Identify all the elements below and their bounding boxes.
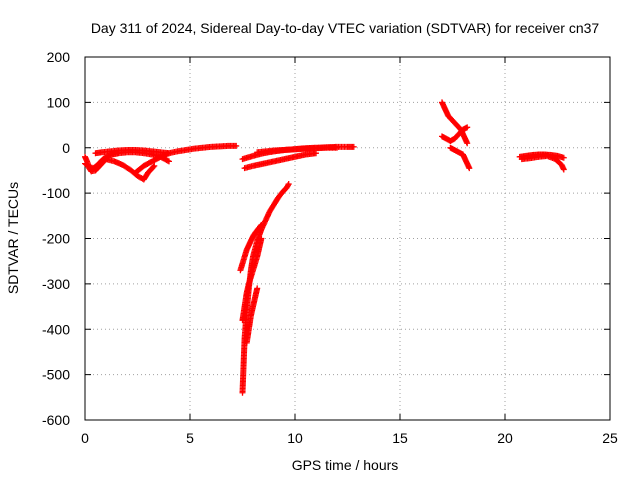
y-tick-label: -200 [42,231,70,247]
y-tick-label: -100 [42,185,70,201]
y-tick-label: 0 [62,140,70,156]
grid [85,57,610,420]
x-tick-label: 20 [497,430,513,446]
data-point [560,154,567,161]
y-tick-label: -500 [42,367,70,383]
data-point [258,221,265,228]
data-point [150,163,157,170]
series-arc-dip-4 [243,285,261,346]
y-tick-label: -400 [42,321,70,337]
series-arc-late-2 [518,152,567,173]
series-arc-17h-c [447,144,473,172]
data-point [285,181,292,188]
y-tick-label: 100 [47,94,71,110]
x-axis-label: GPS time / hours [292,457,399,473]
data-point [285,182,291,189]
data-points [82,99,567,396]
chart-title: Day 311 of 2024, Sidereal Day-to-day VTE… [91,20,600,36]
series-arc-dip-3 [237,221,265,274]
y-axis-label: SDTVAR / TECUs [5,182,21,294]
x-tick-label: 5 [186,430,194,446]
series-arc-17h-b [439,124,471,144]
y-tick-label: -600 [42,412,70,428]
data-point [464,124,471,131]
data-point [258,235,265,242]
series-arc-mid-2 [241,150,319,172]
y-tick-label: 200 [47,49,71,65]
data-point [466,165,473,172]
data-point [151,162,158,169]
series-arc-early-2 [82,153,109,175]
data-point [464,140,471,147]
x-tick-label: 10 [287,430,303,446]
data-point [350,143,357,150]
y-tick-label: -300 [42,276,70,292]
data-point [560,166,567,173]
x-tick-label: 15 [392,430,408,446]
x-tick-label: 25 [602,430,618,446]
series-arc-17h [439,99,471,147]
series-arc-mid-3 [254,144,340,156]
series-arc-dip-2 [239,235,265,324]
x-tick-label: 0 [81,430,89,446]
data-point [257,222,264,229]
data-point [334,144,340,151]
data-point [166,150,172,157]
data-point [254,285,261,292]
plot-frame [84,56,611,421]
series-arc-early-5 [92,147,172,157]
data-point [233,142,240,149]
data-point [166,158,172,165]
axis-ticks: 0 5 10 15 20 25 -600 -500 -400 -300 -200 -100 0 100 20… [42,49,618,446]
